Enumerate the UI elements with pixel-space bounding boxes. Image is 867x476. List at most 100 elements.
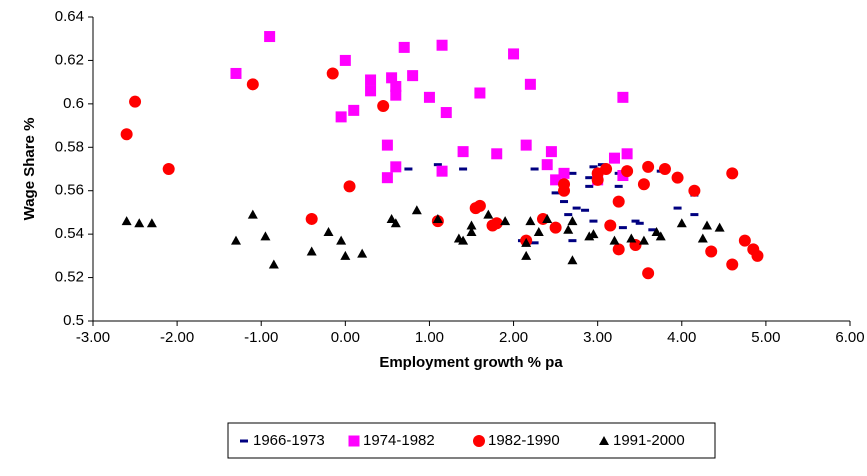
legend-label: 1991-2000 xyxy=(613,432,685,449)
x-tick-label: 6.00 xyxy=(835,329,864,346)
point xyxy=(306,246,317,256)
x-tick-label: 1.00 xyxy=(415,329,444,346)
point xyxy=(457,146,469,158)
point xyxy=(631,219,640,223)
point xyxy=(642,160,655,173)
point xyxy=(530,167,539,171)
point xyxy=(134,218,145,228)
point xyxy=(343,180,356,193)
y-tick-label: 0.52 xyxy=(55,269,84,286)
point xyxy=(390,161,402,173)
point xyxy=(671,171,684,184)
x-tick-label: -1.00 xyxy=(244,329,278,346)
point xyxy=(673,206,682,210)
point xyxy=(407,70,419,82)
point xyxy=(588,229,599,239)
x-tick-label: 4.00 xyxy=(667,329,696,346)
point xyxy=(120,128,133,141)
y-tick-label: 0.5 xyxy=(63,312,84,329)
y-tick-label: 0.64 xyxy=(55,8,84,25)
point xyxy=(558,184,571,197)
point xyxy=(390,80,402,92)
point xyxy=(530,241,539,245)
point xyxy=(500,216,511,226)
point xyxy=(618,226,627,230)
legend-label: 1966-1973 xyxy=(253,432,325,449)
x-tick-label: -3.00 xyxy=(76,329,110,346)
point xyxy=(459,167,468,171)
point xyxy=(411,205,422,215)
point xyxy=(533,226,544,236)
y-tick-label: 0.54 xyxy=(55,225,84,242)
point xyxy=(549,221,562,234)
point xyxy=(564,213,573,217)
point xyxy=(521,250,532,260)
point xyxy=(642,267,655,280)
point xyxy=(705,245,718,258)
point xyxy=(491,148,503,160)
point xyxy=(560,200,569,204)
point xyxy=(129,95,142,108)
point xyxy=(381,139,393,151)
y-tick-label: 0.56 xyxy=(55,182,84,199)
point xyxy=(567,216,578,226)
x-tick-label: 5.00 xyxy=(751,329,780,346)
legend-label: 1982-1990 xyxy=(488,432,560,449)
point xyxy=(690,213,699,217)
point xyxy=(581,208,590,212)
point xyxy=(558,167,570,179)
point xyxy=(651,226,662,236)
point xyxy=(568,171,577,175)
point xyxy=(697,233,708,243)
point xyxy=(542,213,553,223)
point xyxy=(655,231,666,241)
point xyxy=(551,191,560,195)
point xyxy=(508,48,520,60)
point xyxy=(545,146,557,158)
x-tick-label: 3.00 xyxy=(583,329,612,346)
y-tick-label: 0.58 xyxy=(55,138,84,155)
point xyxy=(567,255,578,265)
point xyxy=(230,235,241,245)
point xyxy=(621,165,634,178)
y-tick-label: 0.6 xyxy=(63,95,84,112)
point xyxy=(365,74,377,86)
point xyxy=(440,107,452,119)
point xyxy=(432,213,443,223)
point xyxy=(550,174,562,186)
point xyxy=(585,184,594,188)
x-tick-label: -2.00 xyxy=(160,329,194,346)
point xyxy=(247,209,258,219)
point xyxy=(268,259,279,269)
point xyxy=(585,176,594,180)
point xyxy=(146,218,157,228)
point xyxy=(246,78,259,91)
legend-marker xyxy=(240,439,248,443)
point xyxy=(608,152,620,164)
point xyxy=(676,218,687,228)
point xyxy=(751,249,764,262)
point xyxy=(305,212,318,225)
point xyxy=(490,217,503,230)
point xyxy=(398,41,410,53)
point xyxy=(423,91,435,103)
point xyxy=(525,216,536,226)
point xyxy=(339,54,351,66)
point xyxy=(568,239,577,243)
point xyxy=(600,163,613,175)
point xyxy=(436,39,448,51)
point xyxy=(466,220,477,230)
point xyxy=(604,219,617,232)
point xyxy=(521,237,532,247)
point xyxy=(524,78,536,90)
y-tick-label: 0.62 xyxy=(55,51,84,68)
point xyxy=(609,235,620,245)
point xyxy=(404,167,413,171)
point xyxy=(340,250,351,260)
point xyxy=(458,235,469,245)
point xyxy=(483,209,494,219)
point xyxy=(466,226,477,236)
point xyxy=(589,219,598,223)
point xyxy=(386,213,397,223)
